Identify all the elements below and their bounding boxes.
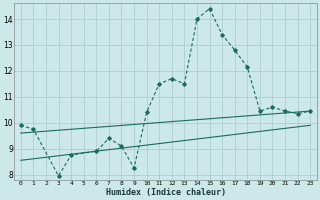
X-axis label: Humidex (Indice chaleur): Humidex (Indice chaleur): [106, 188, 226, 197]
